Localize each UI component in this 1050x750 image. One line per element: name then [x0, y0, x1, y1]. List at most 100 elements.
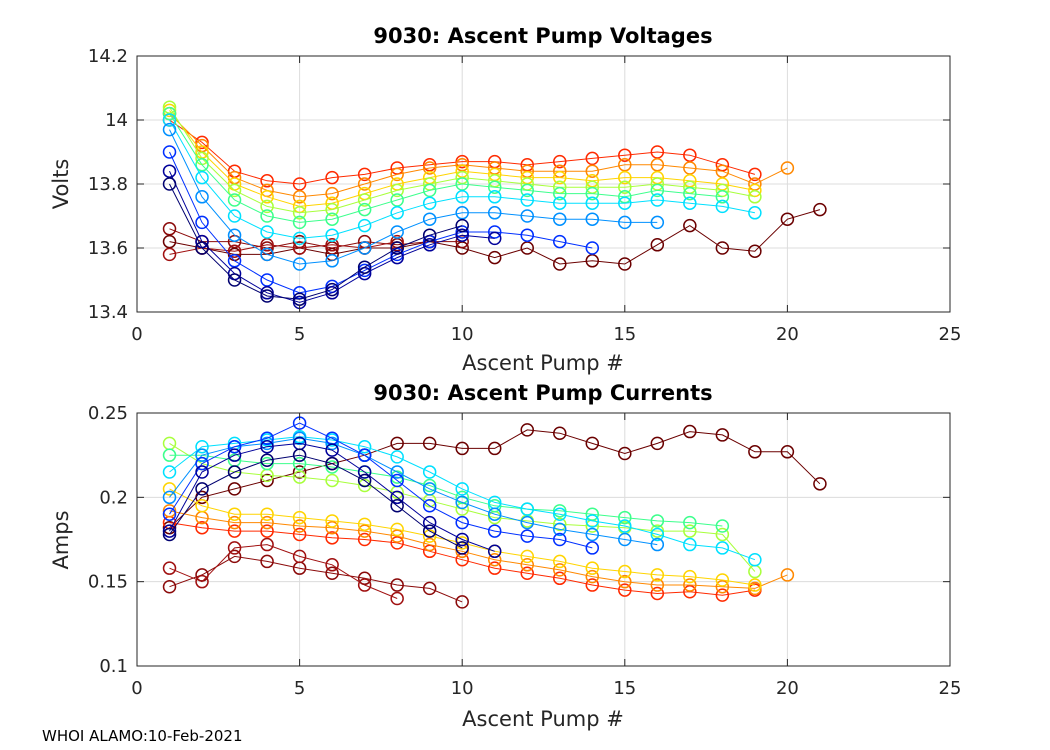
voltage-x-tick-label: 25 — [939, 324, 962, 345]
current-data-point — [357, 578, 372, 592]
voltage-data-point — [520, 228, 534, 242]
current-profile-orange — [162, 504, 795, 596]
current-data-point — [618, 583, 632, 597]
voltage-data-point — [325, 186, 339, 201]
voltage-data-point — [553, 234, 567, 249]
voltage-series-line — [169, 170, 495, 303]
current-data-point — [520, 529, 534, 543]
voltage-data-point — [292, 241, 307, 255]
voltage-data-point — [585, 151, 600, 166]
voltage-series-line — [169, 209, 821, 265]
voltage-y-tick-label: 13.8 — [88, 174, 128, 195]
current-data-point — [227, 524, 242, 538]
current-data-point — [585, 569, 600, 584]
current-data-point — [520, 423, 534, 437]
current-data-point — [683, 569, 697, 584]
current-data-point — [227, 448, 242, 462]
current-data-point — [553, 563, 567, 577]
voltage-data-point — [618, 148, 632, 162]
current-x-tick-label: 15 — [613, 678, 636, 699]
voltage-data-point — [487, 206, 502, 220]
voltage-data-point — [195, 158, 209, 172]
voltage-data-point — [227, 183, 242, 198]
current-profile-yellow — [162, 482, 762, 592]
current-data-point — [260, 554, 274, 569]
current-data-point — [422, 524, 437, 538]
current-data-point — [260, 537, 274, 552]
current-data-point — [650, 514, 665, 528]
voltage-data-point — [390, 225, 404, 239]
voltage-data-point — [618, 196, 632, 210]
current-data-point — [422, 515, 437, 530]
voltage-data-point — [748, 206, 762, 220]
voltage-data-point — [357, 167, 372, 182]
voltage-data-point — [162, 234, 177, 249]
current-data-point — [195, 520, 209, 535]
voltage-profile-sky — [162, 122, 665, 271]
current-data-point — [422, 436, 437, 451]
current-x-axis-label: Ascent Pump # — [462, 707, 624, 731]
voltage-data-point — [585, 164, 600, 178]
footer-credit: WHOI ALAMO:10-Feb-2021 — [42, 727, 243, 745]
current-data-point — [162, 561, 177, 575]
voltage-series-line — [169, 183, 463, 300]
voltage-data-point — [683, 186, 697, 201]
voltage-data-point — [227, 193, 242, 207]
current-data-point — [650, 568, 665, 582]
voltage-data-point — [748, 190, 762, 204]
voltage-data-point — [650, 158, 665, 172]
current-y-tick-label: 0.15 — [88, 572, 128, 593]
current-data-point — [260, 507, 274, 521]
current-panel: 0 5 10 15 20 25 0.1 0.15 0.2 0.25 9030: Ascent P… — [49, 381, 961, 731]
current-data-point — [553, 532, 567, 547]
current-data-point — [195, 439, 209, 454]
voltage-data-point — [292, 177, 307, 191]
voltage-data-point — [227, 244, 242, 258]
voltage-data-point — [325, 254, 339, 268]
current-data-point — [618, 446, 632, 461]
current-data-point — [585, 527, 600, 542]
current-data-point — [715, 519, 730, 533]
current-data-point — [260, 431, 274, 446]
voltage-data-point — [357, 202, 372, 217]
voltage-x-tick-label: 15 — [613, 324, 636, 345]
current-data-point — [683, 515, 697, 530]
voltage-data-point — [455, 177, 469, 191]
voltage-data-point — [618, 215, 632, 230]
current-data-point — [585, 436, 600, 451]
current-data-point — [553, 517, 567, 532]
voltage-data-point — [455, 190, 469, 204]
voltage-y-tick-label: 14 — [105, 110, 128, 131]
voltage-data-point — [487, 250, 502, 265]
current-data-point — [227, 439, 242, 454]
current-data-point — [455, 495, 469, 510]
voltage-profile-green — [162, 106, 730, 230]
voltage-data-point — [487, 180, 502, 194]
current-data-point — [260, 473, 274, 488]
current-data-point — [162, 504, 177, 518]
current-data-point — [390, 591, 404, 606]
current-data-point — [195, 482, 209, 496]
current-data-point — [813, 477, 827, 491]
voltage-data-point — [390, 167, 404, 182]
current-data-point — [325, 520, 339, 535]
current-data-point — [260, 453, 274, 467]
current-data-point — [683, 424, 697, 439]
voltage-y-tick-label: 14.2 — [88, 46, 128, 67]
voltage-data-point — [715, 241, 730, 255]
voltage-data-point — [618, 257, 632, 271]
current-data-point — [325, 456, 339, 471]
current-data-point — [715, 527, 730, 542]
voltage-data-point — [260, 190, 274, 204]
current-data-point — [748, 581, 762, 596]
current-data-point — [422, 537, 437, 552]
current-data-point — [553, 426, 567, 440]
current-data-point — [292, 431, 307, 446]
current-data-point — [585, 561, 600, 575]
current-x-tick-label: 20 — [776, 678, 799, 699]
current-data-point — [195, 465, 209, 479]
current-data-point — [683, 585, 697, 599]
voltage-data-point — [292, 257, 307, 271]
current-axes-box — [136, 412, 951, 667]
voltage-data-point — [162, 113, 177, 127]
